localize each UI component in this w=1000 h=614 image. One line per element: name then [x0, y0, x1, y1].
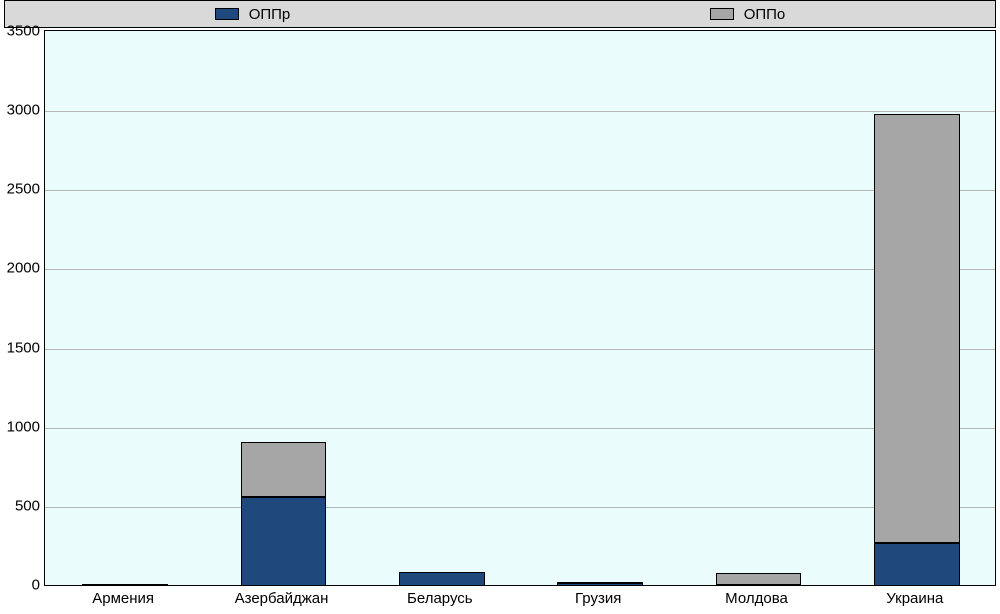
- y-axis: 0500100015002000250030003500: [0, 30, 44, 586]
- y-tick-label: 500: [15, 497, 40, 514]
- x-tick-label: Армения: [92, 590, 154, 607]
- y-tick-label: 2500: [7, 181, 40, 198]
- x-tick-label: Украина: [886, 590, 943, 607]
- y-tick-label: 1500: [7, 339, 40, 356]
- bar-segment: [241, 442, 327, 497]
- bar-segment: [241, 497, 327, 586]
- plot-wrap: 0500100015002000250030003500 АрменияАзер…: [0, 30, 1000, 614]
- gridline: [45, 507, 995, 508]
- bar-segment: [82, 584, 168, 586]
- chart-container: ОППр ОППо 0 500 1000 1500 2000 2500 3000 3500 А…: [0, 0, 1000, 614]
- x-axis: Армения Азербайджан Беларусь Грузия Молдова У…: [44, 590, 996, 614]
- x-tick-label: Молдова: [725, 590, 788, 607]
- legend-item-s2: ОППо: [500, 6, 995, 23]
- bar-segment: [82, 585, 168, 586]
- y-tick-label: 0: [32, 577, 40, 594]
- bar-segment: [716, 573, 802, 585]
- bar-segment: [399, 572, 485, 586]
- legend-swatch-s1: [215, 8, 239, 20]
- y-tick-label: 1000: [7, 418, 40, 435]
- y-tick-label: 3000: [7, 102, 40, 119]
- bar-segment: [557, 582, 643, 584]
- x-tick-label: Беларусь: [407, 590, 473, 607]
- bar-segment: [874, 114, 960, 543]
- legend-swatch-s2: [710, 8, 734, 20]
- plot-area: [44, 30, 996, 586]
- legend-label-s1: ОППр: [249, 6, 291, 23]
- bar-segment: [716, 585, 802, 586]
- gridline: [45, 190, 995, 191]
- x-tick-label: Азербайджан: [235, 590, 329, 607]
- gridline: [45, 349, 995, 350]
- y-tick-label: 2000: [7, 260, 40, 277]
- y-tick-label: 3500: [7, 23, 40, 40]
- legend-item-s1: ОППр: [5, 6, 500, 23]
- gridline: [45, 111, 995, 112]
- legend-label-s2: ОППо: [744, 6, 786, 23]
- gridline: [45, 269, 995, 270]
- gridline: [45, 428, 995, 429]
- x-tick-label: Грузия: [575, 590, 621, 607]
- chart-legend: ОППр ОППо: [4, 0, 996, 28]
- bar-segment: [874, 543, 960, 586]
